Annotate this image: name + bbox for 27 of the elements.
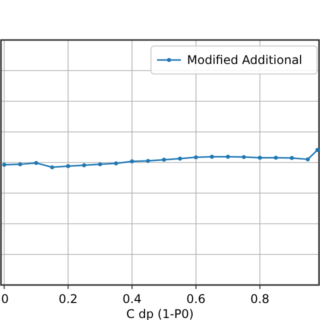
point <box>34 161 38 165</box>
point <box>18 162 22 166</box>
point <box>2 162 6 167</box>
point <box>226 154 230 159</box>
point <box>194 155 198 160</box>
point <box>290 156 294 160</box>
point <box>258 156 262 160</box>
x-tick-label: 0.4 <box>122 292 142 306</box>
point <box>98 162 102 166</box>
x-tick-label: 0 <box>1 292 9 306</box>
point <box>130 159 134 164</box>
point <box>66 164 70 168</box>
point <box>315 148 320 152</box>
x-tick-label: 0.8 <box>250 292 270 306</box>
point <box>162 158 166 162</box>
point <box>82 163 86 168</box>
point <box>178 156 182 161</box>
point <box>274 156 278 160</box>
point <box>114 161 118 166</box>
point <box>146 158 150 163</box>
point <box>242 155 246 159</box>
point <box>210 154 214 159</box>
point <box>50 165 54 170</box>
legend-label: Modified Additional <box>187 53 302 67</box>
x-tick-label: 0.2 <box>58 292 78 306</box>
x-tick-label: 0.6 <box>186 292 206 306</box>
point <box>306 157 310 162</box>
